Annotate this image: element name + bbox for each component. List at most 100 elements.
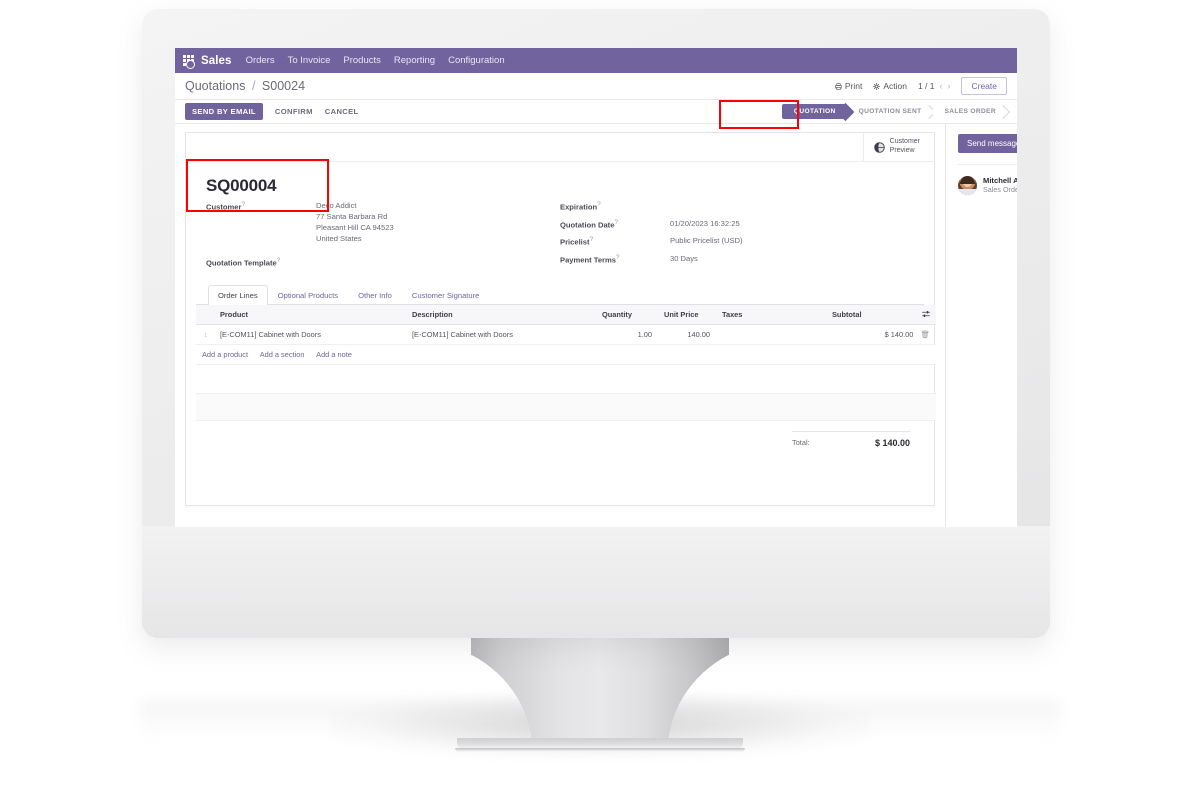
- empty-band-row: [196, 393, 936, 421]
- send-message-button[interactable]: Send message: [958, 134, 1017, 153]
- sheet-stat-buttons: Customer Preview: [186, 133, 934, 162]
- create-button[interactable]: Create: [961, 77, 1007, 95]
- pager: 1 / 1 ‹ ›: [918, 81, 951, 91]
- field-customer-value[interactable]: Deco Addict 77 Santa Barbara Rd Pleasant…: [316, 200, 394, 244]
- top-navbar: Sales Orders To Invoice Products Reporti…: [175, 48, 1017, 73]
- field-quotation-date-label-text: Quotation Date: [560, 220, 615, 230]
- notebook: Order Lines Optional Products Other Info…: [186, 284, 936, 448]
- field-payment-terms-label-text: Payment Terms: [560, 255, 616, 265]
- app-body: Customer Preview SQ00004: [175, 60, 1017, 527]
- th-quantity[interactable]: Quantity: [596, 304, 658, 325]
- trash-icon[interactable]: 🗑: [920, 329, 930, 339]
- breadcrumb-root[interactable]: Quotations: [185, 79, 246, 93]
- spacer-row: [196, 364, 936, 394]
- app-brand-sales[interactable]: Sales: [201, 54, 232, 67]
- chevron-left-icon[interactable]: ‹: [939, 81, 943, 91]
- stand-neck: [471, 634, 729, 750]
- order-lines-header: Product Description Quantity Unit Price …: [196, 304, 936, 325]
- field-payment-terms-label: Payment Terms?: [560, 253, 670, 265]
- breadcrumb-current: S00024: [261, 79, 306, 93]
- tab-order-lines[interactable]: Order Lines: [208, 284, 268, 305]
- stage-quotation[interactable]: QUOTATION: [781, 104, 847, 119]
- breadcrumb: Quotations / S00024: [185, 79, 305, 93]
- customer-name[interactable]: Deco Addict: [316, 201, 357, 210]
- drag-handle-icon[interactable]: ↕: [204, 331, 208, 339]
- nav-item-orders[interactable]: Orders: [245, 55, 275, 66]
- record-sheet: Customer Preview SQ00004: [185, 132, 936, 506]
- action-bar: SEND BY EMAIL CONFIRM CANCEL QUOTATION Q…: [175, 100, 1017, 124]
- stage-sales-order[interactable]: SALES ORDER: [932, 104, 1007, 119]
- column-options-icon[interactable]: [922, 310, 930, 318]
- table-header-row: Product Description Quantity Unit Price …: [196, 304, 936, 325]
- add-links-row: Add a product Add a section Add a note: [196, 344, 936, 365]
- form-left-column: Customer? Deco Addict 77 Santa Barbara R…: [206, 200, 560, 274]
- nav-item-reporting[interactable]: Reporting: [393, 55, 436, 66]
- th-subtotal-label[interactable]: Subtotal: [832, 309, 862, 319]
- cell-description[interactable]: [E-COM11] Cabinet with Doors: [406, 324, 596, 345]
- field-pricelist-label-text: Pricelist: [560, 237, 590, 247]
- stage-quotation-sent[interactable]: QUOTATION SENT: [846, 104, 933, 119]
- customer-address-line2: Pleasant Hill CA 94523: [316, 223, 394, 232]
- form-right-column: Expiration? Quotation Date? 01/20/20: [560, 200, 914, 274]
- cancel-button[interactable]: CANCEL: [324, 107, 359, 116]
- add-a-section-link[interactable]: Add a section: [259, 349, 305, 359]
- breadcrumb-separator: /: [251, 79, 256, 93]
- total-value: $ 140.00: [874, 437, 910, 448]
- customer-preview-button[interactable]: Customer Preview: [862, 133, 934, 161]
- field-customer-label-text: Customer: [206, 202, 242, 212]
- cell-unit-price[interactable]: 140.00: [658, 324, 716, 345]
- add-a-product-link[interactable]: Add a product: [202, 349, 249, 359]
- th-handle: [196, 304, 214, 325]
- th-unit-price[interactable]: Unit Price: [658, 304, 716, 325]
- field-expiration-label-text: Expiration: [560, 202, 598, 212]
- chevron-right-icon[interactable]: ›: [947, 81, 951, 91]
- field-pricelist-value[interactable]: Public Pricelist (USD): [670, 236, 743, 246]
- field-pricelist: Pricelist? Public Pricelist (USD): [560, 235, 914, 247]
- chatter-panel: Send message Mitchell Ad Sales Order: [186, 60, 1017, 527]
- add-a-note-link[interactable]: Add a note: [316, 349, 352, 359]
- nav-item-to-invoice[interactable]: To Invoice: [287, 55, 331, 66]
- customer-address-line1: 77 Santa Barbara Rd: [316, 212, 388, 221]
- control-panel-actions: Print Action: [835, 77, 1007, 95]
- tab-other-info[interactable]: Other Info: [358, 290, 392, 300]
- printer-icon: [835, 82, 842, 90]
- th-product[interactable]: Product: [214, 304, 406, 325]
- cell-product[interactable]: [E-COM11] Cabinet with Doors: [214, 324, 406, 345]
- tab-customer-signature[interactable]: Customer Signature: [411, 290, 480, 300]
- monitor-bezel: Sales Orders To Invoice Products Reporti…: [142, 9, 1050, 638]
- customer-address-line3: United States: [316, 234, 362, 243]
- cell-quantity[interactable]: 1.00: [596, 324, 658, 345]
- th-description[interactable]: Description: [406, 304, 596, 325]
- tab-optional-products[interactable]: Optional Products: [277, 290, 339, 300]
- customer-preview-line1: Customer: [889, 138, 920, 146]
- order-lines-body: ↕ [E-COM11] Cabinet with Doors [E-COM11]…: [196, 324, 936, 421]
- send-by-email-button[interactable]: SEND BY EMAIL: [185, 103, 263, 120]
- field-payment-terms: Payment Terms? 30 Days: [560, 253, 914, 265]
- field-customer-label: Customer?: [206, 200, 316, 212]
- avatar-shirt: [958, 189, 977, 195]
- control-panel: Quotations / S00024 Print: [175, 73, 1017, 100]
- field-quotation-date-required-mark: ?: [614, 218, 619, 226]
- cell-taxes[interactable]: [716, 324, 826, 345]
- nav-item-products[interactable]: Products: [343, 55, 381, 66]
- avatar-hair: [960, 176, 975, 184]
- action-button[interactable]: Action: [873, 81, 907, 91]
- chatter-message-text: Mitchell Ad Sales Order: [983, 176, 1017, 195]
- print-button[interactable]: Print: [835, 81, 862, 91]
- chatter-subtitle: Sales Order: [983, 185, 1017, 194]
- field-quotation-date-label: Quotation Date?: [560, 218, 670, 230]
- table-row[interactable]: ↕ [E-COM11] Cabinet with Doors [E-COM11]…: [196, 324, 936, 345]
- field-quotation-template-label-text: Quotation Template: [206, 258, 277, 268]
- field-quotation-template-required-mark: ?: [276, 257, 281, 264]
- th-taxes[interactable]: Taxes: [716, 304, 826, 325]
- confirm-button[interactable]: CONFIRM: [274, 107, 313, 116]
- order-lines-table: Product Description Quantity Unit Price …: [196, 304, 936, 421]
- add-links-cell: Add a product Add a section Add a note: [196, 344, 936, 365]
- page-title: SQ00004: [206, 176, 277, 195]
- globe-icon: [873, 141, 885, 153]
- field-payment-terms-value[interactable]: 30 Days: [670, 253, 698, 263]
- nav-item-configuration[interactable]: Configuration: [448, 55, 505, 66]
- field-quotation-date-value[interactable]: 01/20/2023 16:32:25: [670, 218, 740, 228]
- row-drag-handle-cell: ↕: [196, 324, 214, 345]
